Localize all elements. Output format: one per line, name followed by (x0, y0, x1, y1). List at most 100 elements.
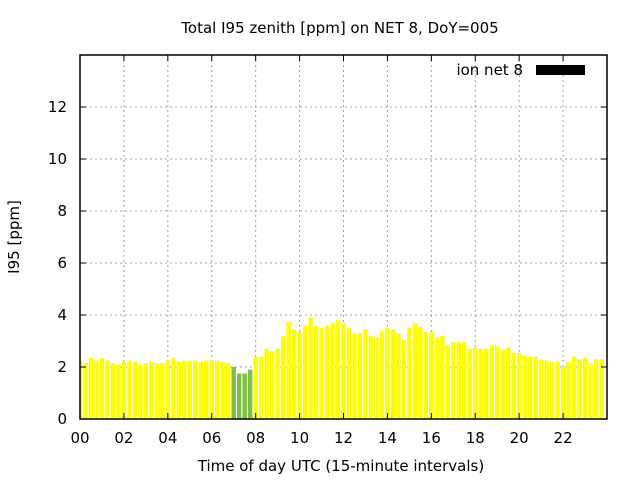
bar (313, 325, 319, 419)
bar (88, 357, 94, 419)
bar (297, 331, 302, 419)
bar (478, 348, 483, 419)
bar (484, 348, 489, 419)
bar (346, 328, 352, 419)
legend-swatch (536, 65, 585, 75)
y-tick-label: 10 (48, 150, 67, 168)
bar (566, 361, 571, 419)
x-tick-label: 02 (114, 429, 133, 447)
bar (324, 325, 330, 419)
x-tick-label: 00 (70, 429, 89, 447)
bar (412, 322, 418, 419)
bar (220, 361, 225, 419)
x-tick-label: 14 (378, 429, 397, 447)
bar (385, 328, 390, 419)
bar (440, 335, 445, 419)
x-tick-label: 22 (554, 429, 573, 447)
bar (533, 356, 538, 419)
bar (182, 360, 187, 419)
bar (516, 352, 522, 419)
chart-title: Total I95 zenith [ppm] on NET 8, DoY=005 (180, 19, 498, 37)
x-tick-label: 04 (158, 429, 177, 447)
bar (379, 330, 385, 419)
bar (149, 361, 154, 419)
bar (423, 331, 429, 419)
bar (445, 344, 451, 419)
bar (368, 335, 374, 419)
bar (544, 360, 549, 419)
bar (105, 360, 110, 419)
bar (264, 348, 269, 419)
bar (341, 322, 346, 419)
y-axis-label: I95 [ppm] (5, 200, 23, 274)
bar (176, 361, 182, 419)
y-tick-label: 4 (57, 306, 67, 324)
bar (99, 357, 105, 419)
bar (390, 329, 396, 419)
bar (401, 339, 407, 419)
bar (571, 356, 577, 419)
bar (511, 352, 516, 419)
bar (209, 360, 214, 419)
bar (138, 364, 143, 419)
bar (538, 359, 544, 419)
bars (80, 317, 604, 419)
bar (456, 342, 461, 419)
legend-label: ion net 8 (456, 61, 523, 79)
bar (582, 357, 588, 419)
x-tick-label: 08 (246, 429, 265, 447)
bar (330, 322, 335, 419)
x-tick-label: 20 (510, 429, 529, 447)
bar (193, 360, 198, 419)
bar (160, 363, 165, 419)
bar (434, 337, 440, 419)
bar (429, 331, 434, 419)
bar (143, 363, 149, 419)
y-tick-label: 6 (57, 254, 67, 272)
bar (396, 333, 401, 419)
legend: ion net 8 (456, 61, 585, 79)
x-tick-label: 10 (290, 429, 309, 447)
bar (577, 359, 582, 419)
bar (302, 325, 308, 419)
bar (116, 364, 121, 419)
bar (407, 328, 412, 419)
bar (110, 363, 116, 419)
bar (258, 356, 264, 419)
bar (231, 367, 236, 419)
bar (593, 359, 599, 419)
bar (308, 317, 313, 419)
bar (319, 328, 324, 419)
bar (352, 333, 357, 419)
bar (226, 363, 231, 419)
bar (198, 361, 203, 419)
bar (127, 360, 132, 419)
bar (357, 333, 363, 419)
x-axis-label: Time of day UTC (15-minute intervals) (197, 457, 484, 475)
bar (165, 360, 171, 419)
bar (527, 356, 533, 419)
bar (495, 346, 500, 419)
bar (500, 350, 505, 419)
bar (462, 342, 467, 419)
bar (253, 356, 258, 419)
bar (560, 367, 566, 419)
bar (215, 360, 220, 419)
bar (275, 348, 280, 419)
bar (132, 361, 138, 419)
bar (83, 363, 88, 419)
bar (522, 355, 527, 419)
bar (187, 360, 192, 419)
bar (80, 360, 83, 419)
bar (467, 348, 472, 419)
bar (269, 351, 275, 419)
bar (555, 361, 560, 419)
bar (588, 363, 593, 419)
bar (335, 320, 341, 419)
bar (451, 342, 456, 419)
bar (418, 326, 423, 419)
bar (280, 335, 286, 419)
bar (374, 337, 379, 419)
y-tick-label: 8 (57, 202, 67, 220)
